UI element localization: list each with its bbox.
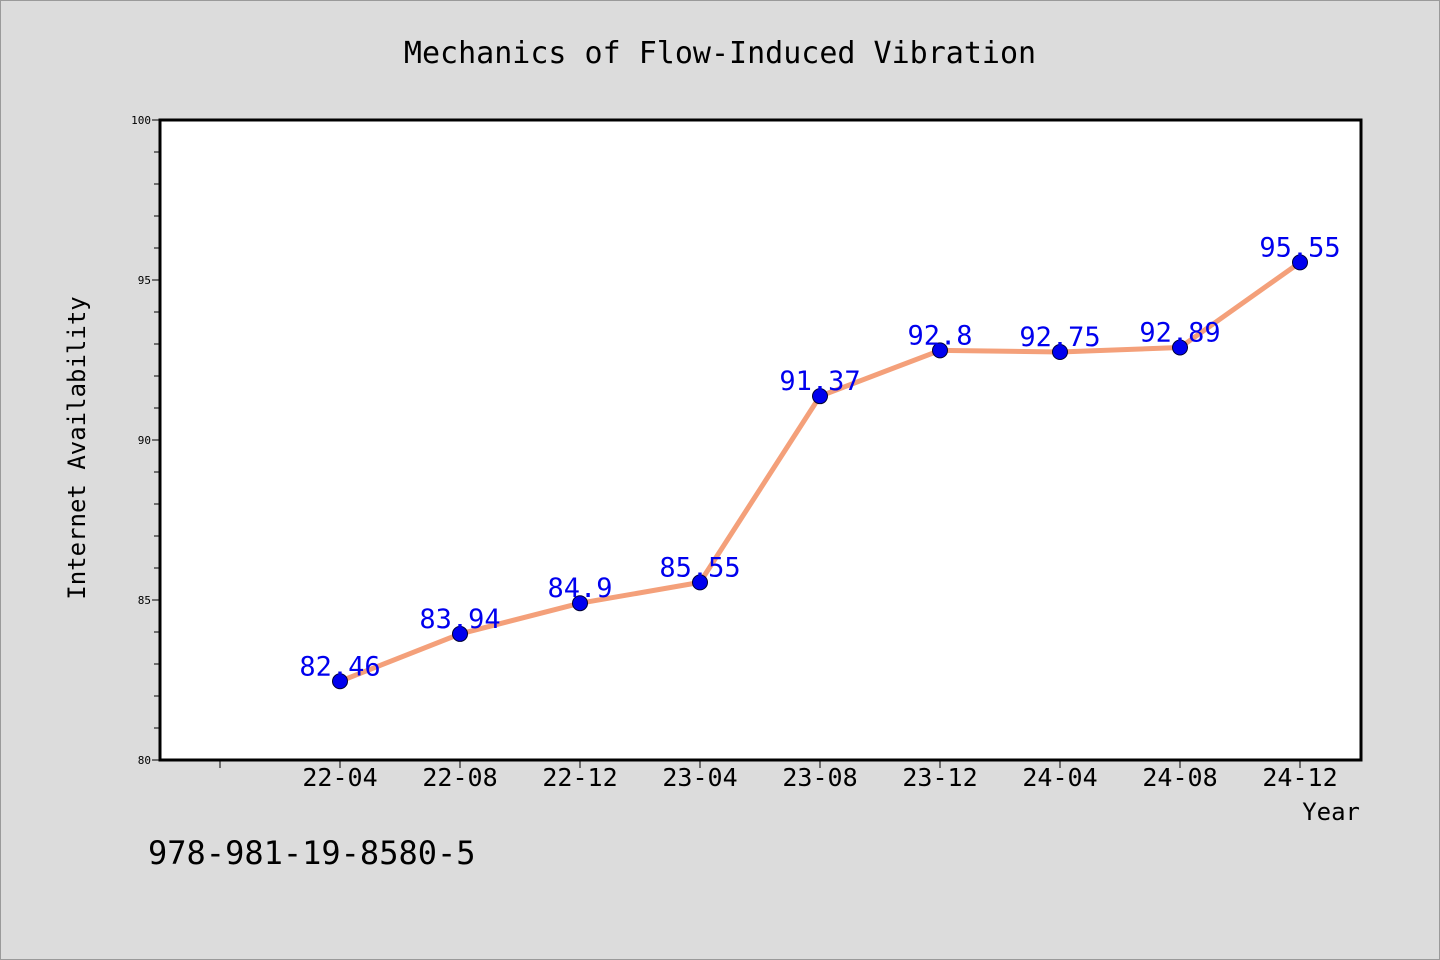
data-point	[812, 388, 828, 405]
data-point	[1052, 344, 1068, 360]
x-tick-label: 23-08	[782, 763, 857, 792]
data-point	[1292, 254, 1308, 271]
data-point	[932, 342, 948, 359]
data-label: 83.94	[419, 604, 500, 635]
series-layer: 82.46 83.94 84.9 85.55 91.37 92.8 92.75 92.89 95…	[299, 232, 1341, 690]
y-tick-label: 100	[131, 114, 151, 127]
data-label: 91.37	[779, 366, 860, 397]
data-point	[572, 595, 588, 612]
x-tick-label: 22-12	[542, 763, 617, 792]
x-tick-label: 23-12	[902, 763, 977, 792]
data-point	[452, 625, 468, 642]
data-point	[1172, 339, 1188, 356]
x-tick-label: 22-08	[422, 763, 497, 792]
data-label: 92.75	[1019, 322, 1100, 353]
x-tick-label: 24-12	[1262, 763, 1337, 792]
y-tick-label: 95	[138, 274, 151, 287]
data-label: 85.55	[659, 552, 740, 583]
y-axis-label: Internet Availability	[63, 296, 91, 599]
y-tick-label: 85	[138, 594, 151, 607]
data-label: 84.9	[547, 573, 612, 604]
x-tick-label: 22-04	[302, 763, 377, 792]
x-tick-label: 24-04	[1022, 763, 1097, 792]
data-label: 92.89	[1139, 318, 1220, 349]
y-tick-label: 80	[138, 754, 151, 767]
x-axis-label: Year	[1302, 798, 1360, 826]
x-axis: 22-04 22-08 22-12 23-04 23-08 23-12 24-04 24-08…	[219, 760, 1338, 792]
data-point	[332, 673, 348, 690]
data-label: 95.55	[1259, 232, 1340, 263]
y-tick-label: 90	[138, 434, 151, 447]
isbn-text: 978-981-19-8580-5	[148, 834, 476, 872]
data-label: 92.8	[907, 320, 972, 351]
chart-title: Mechanics of Flow-Induced Vibration	[404, 36, 1036, 71]
x-tick-label: 24-08	[1142, 763, 1217, 792]
data-label: 82.46	[299, 651, 380, 682]
plot-area	[158, 118, 1363, 762]
y-axis: 80 85 90 95 100	[131, 114, 160, 767]
x-tick-label: 23-04	[662, 763, 737, 792]
data-point	[692, 574, 708, 591]
